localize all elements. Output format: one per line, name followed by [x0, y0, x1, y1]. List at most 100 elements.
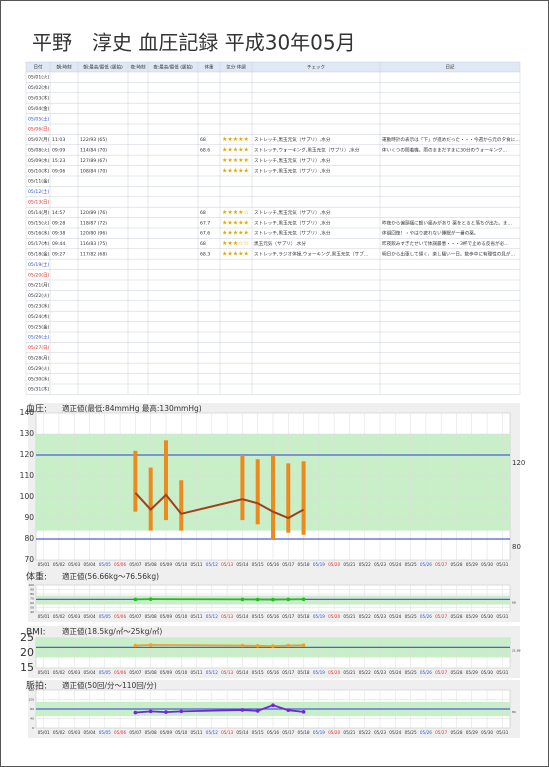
point [286, 643, 291, 648]
x-tick-label: 05/28 [450, 730, 462, 735]
table-cell: 67.7 [200, 220, 210, 226]
x-tick-label: 05/22 [359, 670, 371, 675]
x-tick-label: 05/16 [267, 614, 279, 619]
bp-range-bar [286, 463, 291, 533]
table-cell: 昨夜から偏頭痛に軽い痛みがあり 薬をとると落ちが出た。ま… [382, 219, 512, 226]
y-tick-label: 70 [30, 597, 34, 601]
table-cell: 127/89 (67) [80, 158, 107, 164]
y-tick-label: 40 [30, 610, 34, 614]
x-tick-label: 05/29 [466, 562, 478, 567]
x-tick-label: 05/30 [481, 730, 493, 735]
x-tick-label: 05/18 [298, 670, 310, 675]
table-cell: 68 [200, 241, 206, 247]
table-cell: 118/87 (72) [80, 220, 107, 226]
y-tick-label: 90 [30, 588, 34, 592]
x-tick-label: 05/23 [374, 562, 386, 567]
date-cell: 05/01(火) [28, 75, 50, 81]
table-cell: ストレッチ,黒玉元気（サプリ）,水分 [254, 219, 331, 226]
x-tick-label: 05/30 [481, 614, 493, 619]
x-tick-label: 05/11 [191, 562, 203, 567]
column-header: 体重 [205, 64, 214, 71]
x-tick-label: 05/21 [343, 730, 355, 735]
table-cell: 15:23 [52, 158, 65, 164]
x-tick-label: 05/14 [236, 670, 248, 675]
table-cell: 14:57 [52, 210, 65, 216]
x-tick-label: 05/17 [282, 730, 294, 735]
table-cell: 黒玉元気（サプリ）,水分 [254, 240, 306, 247]
point [133, 710, 138, 715]
table-cell: 117/82 (68) [80, 252, 107, 258]
table-cell: 116/83 (75) [80, 241, 107, 247]
x-tick-label: 05/06 [114, 614, 126, 619]
bp-range-bar [255, 459, 260, 525]
y-tick-label: 100 [20, 492, 35, 501]
x-tick-label: 05/09 [160, 614, 172, 619]
date-cell: 05/31(木) [28, 386, 50, 393]
point [271, 644, 275, 648]
x-tick-label: 05/19 [313, 614, 325, 619]
y-tick-label: 15 [20, 661, 34, 674]
date-cell: 05/10(木) [28, 167, 50, 174]
point [133, 597, 138, 602]
table-cell: 昨夜飲みすぎたせいで体調最悪・・・3杯で止める反省が必… [382, 240, 509, 247]
table-cell: 122/93 (65) [80, 137, 107, 143]
x-tick-label: 05/29 [466, 614, 478, 619]
y-tick-label: 100 [28, 583, 34, 587]
x-tick-label: 05/13 [221, 614, 233, 619]
y-tick-label: 80 [30, 592, 34, 596]
x-tick-label: 05/31 [496, 670, 508, 675]
x-tick-label: 05/06 [114, 730, 126, 735]
x-tick-label: 05/15 [252, 562, 264, 567]
column-header: 日付 [34, 64, 43, 71]
reference-label: 120 [512, 459, 525, 467]
x-tick-label: 05/24 [389, 670, 401, 675]
x-tick-label: 05/07 [129, 670, 141, 675]
y-tick-label: 60 [30, 601, 34, 605]
date-cell: 05/17(木) [28, 240, 50, 247]
range-note: 適正値(最低:84mmHg 最高:130mmHg) [62, 403, 202, 413]
bp-range-bar [163, 440, 168, 521]
x-tick-label: 05/14 [236, 614, 248, 619]
date-cell: 05/26(土) [28, 334, 50, 341]
point [179, 709, 184, 714]
page-title: 平野 淳史 血圧記録 平成30年05月 [32, 31, 356, 55]
reference-label: 68 [512, 600, 516, 604]
x-tick-label: 05/17 [282, 562, 294, 567]
x-tick-label: 05/05 [99, 562, 111, 567]
x-tick-label: 05/13 [221, 670, 233, 675]
x-tick-label: 05/02 [53, 614, 65, 619]
point [240, 643, 245, 648]
x-tick-label: 05/26 [420, 562, 432, 567]
x-tick-label: 05/27 [435, 730, 447, 735]
x-tick-label: 05/25 [405, 614, 417, 619]
table-cell: ★★★★★ [222, 136, 249, 143]
point [255, 597, 260, 602]
table-cell: ★★★★★ [222, 219, 249, 226]
table-cell: 68 [200, 210, 206, 216]
x-tick-label: 05/16 [267, 730, 279, 735]
chart-label: 脈拍: [26, 680, 47, 692]
date-cell: 05/06(日) [28, 127, 50, 133]
table-cell: 09:06 [52, 168, 65, 174]
bp-range-bar [301, 461, 306, 535]
x-tick-label: 05/20 [328, 730, 340, 735]
point [133, 643, 138, 648]
table-cell: 09:44 [52, 241, 65, 247]
x-tick-label: 05/03 [68, 562, 80, 567]
x-tick-label: 05/28 [450, 614, 462, 619]
y-tick-label: 80 [24, 534, 34, 543]
table-cell: 体調回復！・やはり疲れない睡眠が一番の薬。 [382, 230, 478, 237]
x-tick-label: 05/21 [343, 614, 355, 619]
bp-range-bar [133, 450, 138, 512]
chart-label: BMI: [26, 628, 46, 638]
x-tick-label: 05/27 [435, 614, 447, 619]
x-tick-label: 05/20 [328, 614, 340, 619]
x-tick-label: 05/20 [328, 562, 340, 567]
bp-range-bar [271, 455, 275, 539]
x-tick-label: 05/01 [38, 562, 50, 567]
x-tick-label: 05/08 [145, 614, 157, 619]
x-tick-label: 05/12 [206, 670, 218, 675]
x-tick-label: 05/07 [129, 562, 141, 567]
date-cell: 05/02(水) [28, 84, 50, 91]
